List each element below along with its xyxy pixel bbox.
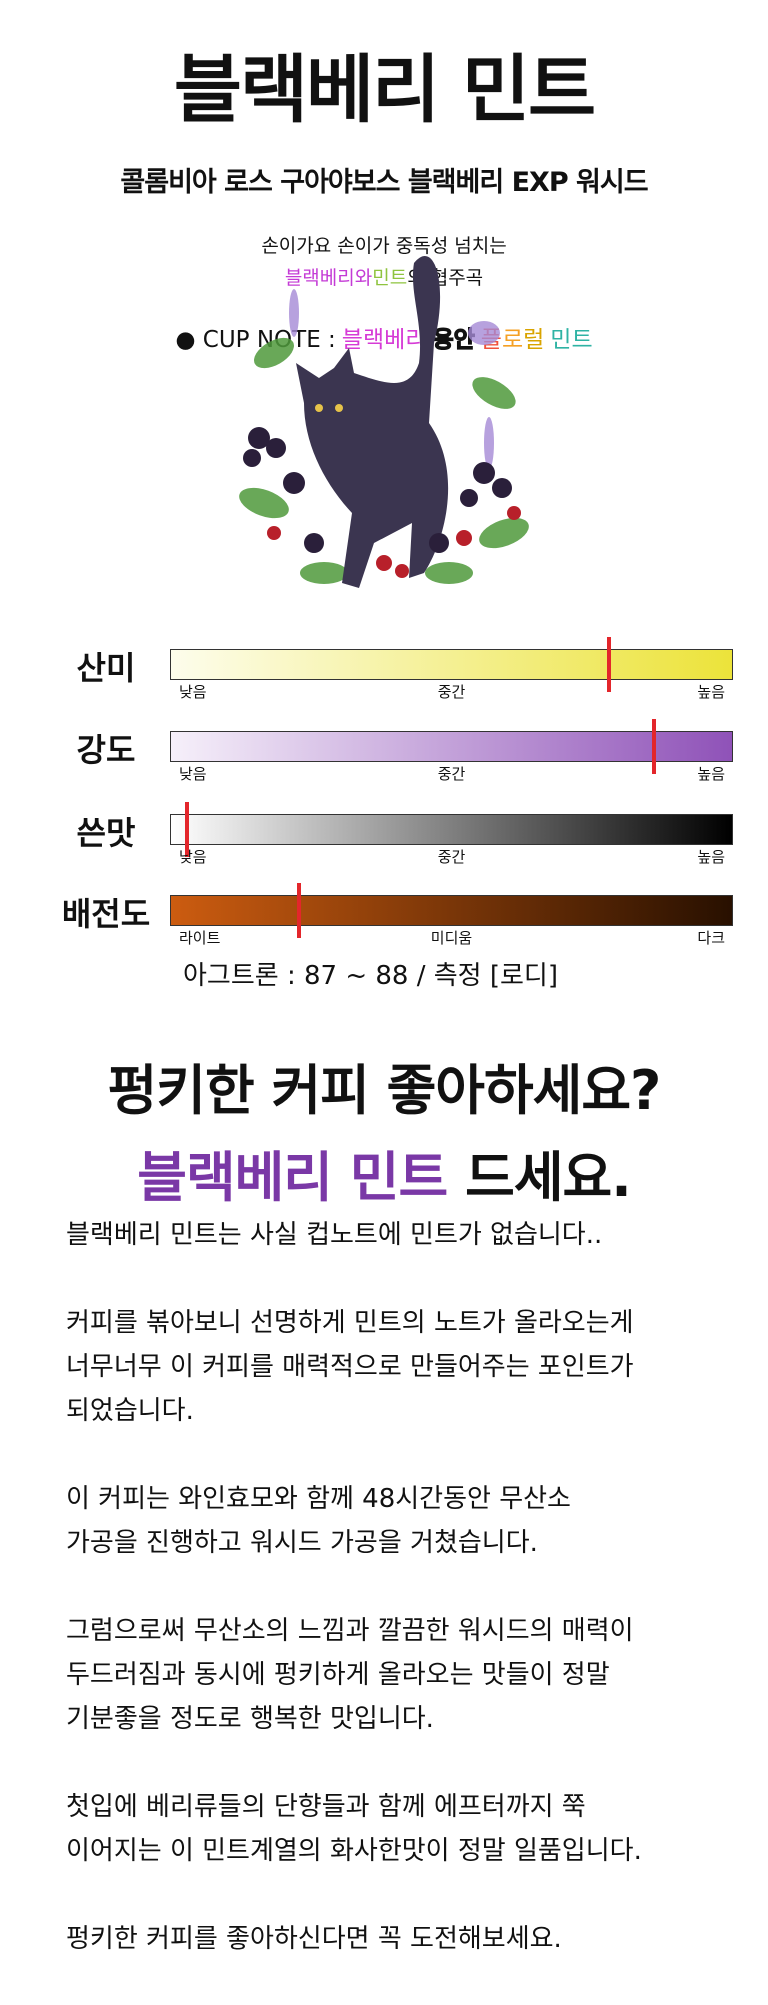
cup-note-item: 로 — [501, 327, 524, 353]
gauge-label: 배전도 — [61, 895, 151, 933]
cup-note: ● CUP NOTE :블랙베리용안플로럴민트 — [0, 320, 768, 354]
gauge-high: 높음 — [697, 848, 725, 866]
gauge-mid: 중간 — [437, 683, 466, 701]
gauge-marker — [607, 637, 612, 692]
gauge-label: 강도 — [76, 731, 136, 769]
gauge-marker — [184, 802, 189, 857]
tagline-part: 블랙베리와 — [284, 267, 373, 289]
text-line: 커피를 볶아보니 선명하게 민트의 노트가 올라오는게 — [66, 1308, 634, 1338]
gauge-low: 낮음 — [179, 765, 207, 783]
text-line: 두드러짐과 동시에 펑키하게 올라오는 맛들이 정말 — [66, 1660, 610, 1690]
tagline-part: 민트 — [372, 267, 408, 289]
headline: 펑키한 커피 좋아하세요? — [107, 1059, 662, 1122]
gauge-bar — [170, 649, 733, 680]
gauge-high: 높음 — [697, 683, 725, 701]
text-line: 너무너무 이 커피를 매력적으로 만들어주는 포인트가 — [66, 1352, 634, 1382]
headline-part: 드세요. — [465, 1146, 632, 1209]
gauge-bar — [170, 731, 733, 762]
gauge-marker — [652, 719, 657, 774]
gauge-mid: 중간 — [437, 848, 466, 866]
body-text: 블랙베리 민트는 사실 컵노트에 민트가 없습니다.. 커피를 볶아보니 선명하게… — [66, 1213, 756, 2005]
gauge-low: 낮음 — [179, 683, 207, 701]
cup-note-label: ● CUP NOTE : — [175, 327, 336, 353]
gauge-label: 쓴맛 — [76, 814, 136, 852]
gauge-high: 높음 — [697, 765, 725, 783]
headline-part: 블랙베리 민트 — [137, 1146, 448, 1209]
subtitle: 콜롬비아 로스 구아야보스 블랙베리 EXP 워시드 — [120, 167, 648, 198]
text-line: 블랙베리 민트는 사실 컵노트에 민트가 없습니다.. — [66, 1220, 603, 1250]
text-line: 기분좋을 정도로 행복한 맛입니다. — [66, 1704, 434, 1734]
cup-note-item: 블랙베리 — [341, 327, 427, 353]
gauge-high: 다크 — [697, 929, 725, 947]
cup-note-item: 민트 — [550, 327, 593, 353]
cup-note-item: 럴 — [523, 327, 545, 353]
gauge-low: 라이트 — [179, 929, 221, 947]
gauge-bar — [170, 814, 733, 845]
title: 블랙베리 민트 — [173, 47, 596, 133]
gauge-low: 낮음 — [179, 848, 207, 866]
gauge-label: 산미 — [76, 649, 136, 687]
gauge-bar — [170, 895, 733, 926]
headline: 블랙베리 민트 드세요. — [0, 1133, 768, 1212]
cup-note-item: 용안 — [432, 326, 476, 353]
text-line: 가공을 진행하고 워시드 가공을 거쳤습니다. — [66, 1528, 538, 1558]
agtron: 아그트론 : 87 ~ 88 / 측정 [로디] — [183, 961, 558, 991]
gauge-marker — [297, 883, 302, 938]
text-line: 펑키한 커피를 좋아하신다면 꼭 도전해보세요. — [66, 1924, 562, 1954]
text-line: 이 커피는 와인효모와 함께 48시간동안 무산소 — [66, 1484, 571, 1514]
tagline: 손이가요 손이가 중독성 넘치는 — [261, 235, 507, 257]
text-line: 그럼으로써 무산소의 느낌과 깔끔한 워시드의 매력이 — [66, 1616, 634, 1646]
gauge-mid: 중간 — [437, 765, 466, 783]
text-line: 이어지는 이 민트계열의 화사한맛이 정말 일품입니다. — [66, 1836, 642, 1866]
gauge-mid: 미디움 — [430, 929, 473, 947]
paragraph: 블랙베리 민트는 사실 컵노트에 민트가 없습니다.. — [66, 1213, 756, 1257]
text-line: 첫입에 베리류들의 단향들과 함께 에프터까지 쭉 — [66, 1792, 586, 1822]
text-line: 되었습니다. — [66, 1396, 194, 1426]
paragraph: 펑키한 커피를 좋아하신다면 꼭 도전해보세요. — [66, 1917, 756, 1961]
illustration — [239, 255, 529, 588]
